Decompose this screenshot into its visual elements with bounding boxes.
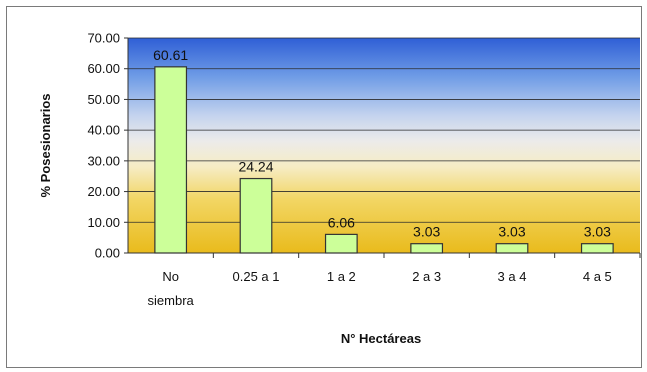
gridlines [128,37,640,223]
y-axis-title: % Posesionarios [38,93,53,197]
data-label: 3.03 [584,224,611,240]
data-label: 3.03 [498,224,525,240]
bar [324,233,358,254]
y-tick-label: 0.00 [95,246,120,261]
y-tick-label: 10.00 [87,215,120,230]
x-tick-label: siembra [148,293,195,308]
x-tick-label: 4 a 5 [583,269,612,284]
data-label: 3.03 [413,224,440,240]
x-tick-label: 1 a 2 [327,269,356,284]
bar [239,177,273,254]
data-label: 60.61 [153,47,188,63]
data-label: 6.06 [328,214,355,230]
x-tick-label: 2 a 3 [412,269,441,284]
x-tick-label: No [162,269,179,284]
y-tick-label: 30.00 [87,153,120,168]
data-label: 24.24 [238,159,273,175]
bar [580,243,614,254]
y-axis-ticks: 0.00 10.00 20.00 30.00 40.00 50.00 60.00 70.00 [87,31,128,261]
x-axis-title: N° Hectáreas [341,331,421,346]
y-tick-label: 70.00 [87,31,120,46]
plot-area [128,38,640,253]
data-labels: 60.61 24.24 6.06 3.03 3.03 3.03 [153,47,611,240]
category-labels: No siembra 0.25 a 1 1 a 2 2 a 3 3 a 4 4 a 5 [148,253,641,308]
y-tick-label: 20.00 [87,184,120,199]
x-tick-label: 0.25 a 1 [233,269,280,284]
bar [154,66,188,254]
bars [154,66,614,254]
x-tick-label: 3 a 4 [498,269,527,284]
bar [495,243,529,254]
y-tick-label: 60.00 [87,61,120,76]
y-tick-label: 50.00 [87,92,120,107]
y-tick-label: 40.00 [87,123,120,138]
bar [410,243,444,254]
